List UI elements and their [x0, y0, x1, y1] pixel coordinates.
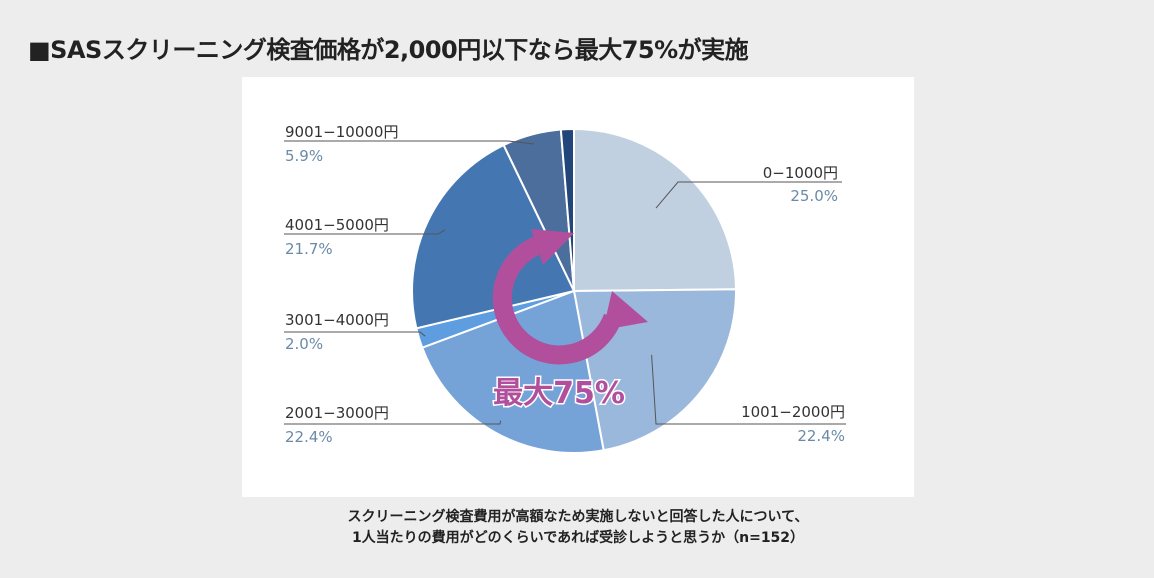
label-0-1000: 0−1000円 25.0% — [763, 164, 838, 205]
slice-label-1001-2000: 1001−2000円 — [741, 403, 845, 421]
label-9001-10000: 9001−10000円 5.9% — [285, 123, 398, 165]
caption-line-2: 1人当たりの費用がどのくらいであれば受診しようと思うか（n=152） — [351, 530, 805, 546]
slice-value-4001-5000: 21.7% — [285, 240, 333, 258]
cycle-arrow-head-right — [603, 291, 648, 330]
page-title: ■SASスクリーニング検査価格が2,000円以下なら最大75%が実施 — [28, 36, 749, 64]
leader-line-4001-5000 — [284, 229, 446, 235]
pie-slice-other — [559, 127, 575, 292]
caption-line-1: スクリーニング検査費用が高額なため実施しないと回答した人について、 — [347, 509, 809, 525]
slice-value-3001-4000: 2.0% — [285, 335, 323, 353]
leader-line-0-1000 — [655, 181, 842, 209]
pie-slice-0-1000 — [573, 127, 738, 293]
pie-chart: 最大75% 0−1000円 25.0% 1001−2000円 22.4% 200… — [284, 123, 846, 454]
chart-panel: 最大75% 0−1000円 25.0% 1001−2000円 22.4% 200… — [242, 77, 914, 497]
leader-line-1001-2000 — [651, 354, 846, 425]
label-3001-4000: 3001−4000円 2.0% — [285, 311, 389, 353]
slice-label-0-1000: 0−1000円 — [763, 164, 838, 182]
label-2001-3000: 2001−3000円 22.4% — [285, 404, 389, 446]
cycle-arrow-icon — [492, 229, 648, 365]
cycle-arrow-arc — [492, 233, 622, 365]
slice-value-9001-10000: 5.9% — [285, 147, 323, 165]
leader-line-3001-4000 — [284, 331, 426, 337]
leader-line-2001-3000 — [284, 420, 502, 425]
slice-label-4001-5000: 4001−5000円 — [285, 216, 389, 234]
slice-label-9001-10000: 9001−10000円 — [285, 123, 398, 141]
leader-lines — [284, 140, 846, 425]
slice-value-1001-2000: 22.4% — [797, 427, 845, 445]
leader-line-9001-10000 — [284, 140, 535, 145]
slice-value-2001-3000: 22.4% — [285, 428, 333, 446]
label-4001-5000: 4001−5000円 21.7% — [285, 216, 389, 258]
label-1001-2000: 1001−2000円 22.4% — [741, 403, 845, 445]
slice-value-0-1000: 25.0% — [790, 187, 838, 205]
pie-slice-4001-5000 — [411, 143, 576, 330]
chart-caption: スクリーニング検査費用が高額なため実施しないと回答した人について、 1人当たりの… — [242, 507, 914, 549]
slice-label-3001-4000: 3001−4000円 — [285, 311, 389, 329]
annotation-label: 最大75% — [493, 376, 625, 411]
slice-label-2001-3000: 2001−3000円 — [285, 404, 389, 422]
cycle-arrow-head-top — [531, 229, 574, 265]
